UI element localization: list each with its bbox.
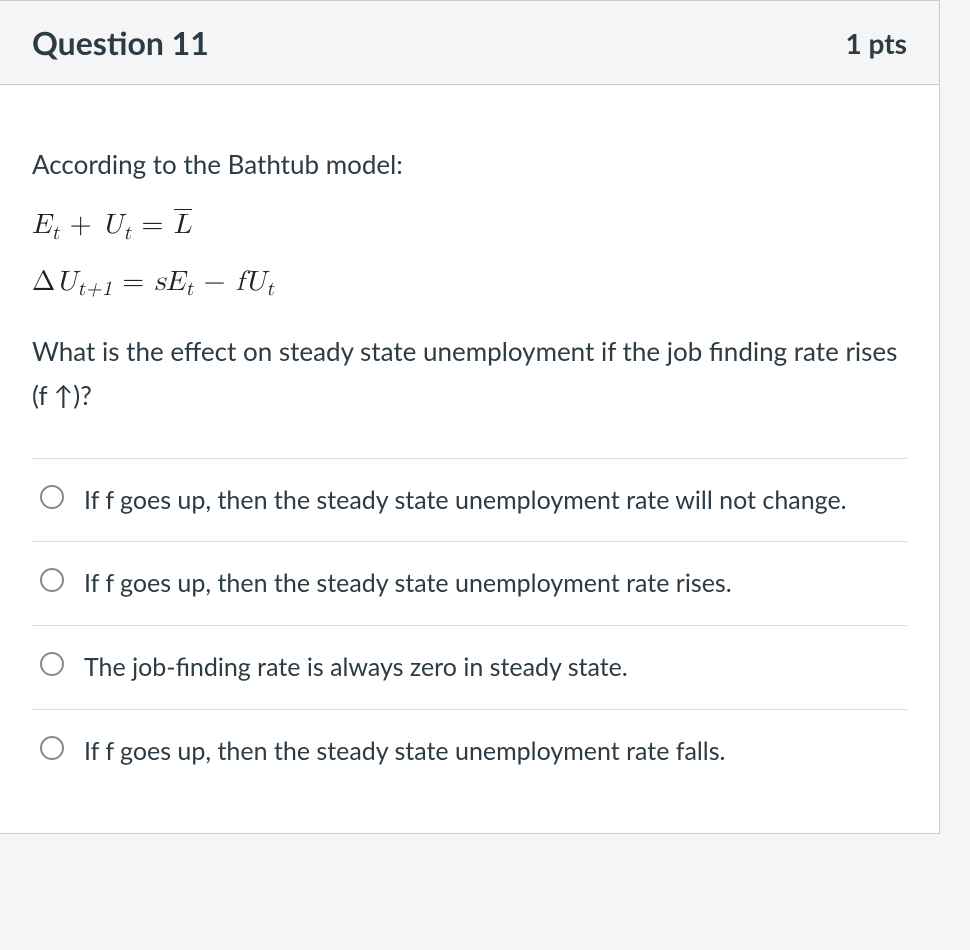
eq1-eq: = <box>132 211 174 239</box>
question-text: What is the effect on steady state unemp… <box>32 329 907 417</box>
eq2-tp1: t+1 <box>77 279 112 299</box>
prompt-intro: According to the Bathtub model: <box>32 145 907 184</box>
eq2-t1: t <box>185 279 193 299</box>
eq1-t1: t <box>52 223 60 243</box>
question-header: Question 11 1 pts <box>0 1 939 85</box>
eq1-t2: t <box>123 223 131 243</box>
eq2-U2: U <box>245 268 267 296</box>
radio-icon[interactable] <box>40 736 64 760</box>
option-2[interactable]: If f goes up, then the steady state unem… <box>32 542 907 626</box>
eq1-Lbar: L <box>174 208 192 242</box>
radio-icon[interactable] <box>40 485 64 509</box>
radio-icon[interactable] <box>40 568 64 592</box>
eq1-plus: + <box>60 211 102 239</box>
question-title: Question 11 <box>32 23 209 62</box>
option-label: If f goes up, then the steady state unem… <box>84 564 732 603</box>
option-1[interactable]: If f goes up, then the steady state unem… <box>32 459 907 543</box>
option-4[interactable]: If f goes up, then the steady state unem… <box>32 710 907 793</box>
equation-1: Et + Ut = L <box>32 208 907 245</box>
equation-2: ΔUt+1 = sEt − fUt <box>32 265 907 302</box>
eq2-eq: = <box>112 268 154 296</box>
eq2-U: U <box>56 268 78 296</box>
radio-icon[interactable] <box>40 652 64 676</box>
eq2-minus: − <box>194 268 236 296</box>
eq1-E: E <box>32 211 52 239</box>
option-3[interactable]: The job-finding rate is always zero in s… <box>32 626 907 710</box>
question-card: Question 11 1 pts According to the Batht… <box>0 0 940 834</box>
eq2-s: s <box>154 268 166 296</box>
eq2-t2: t <box>266 279 274 299</box>
options-list: If f goes up, then the steady state unem… <box>32 458 907 793</box>
option-label: If f goes up, then the steady state unem… <box>84 732 725 771</box>
eq2-E: E <box>166 268 186 296</box>
option-label: If f goes up, then the steady state unem… <box>84 481 847 520</box>
question-body: According to the Bathtub model: Et + Ut … <box>0 85 939 833</box>
eq1-U: U <box>102 211 124 239</box>
option-label: The job-finding rate is always zero in s… <box>84 648 628 687</box>
question-points: 1 pts <box>846 26 907 60</box>
eq2-delta: Δ <box>32 268 56 296</box>
eq2-f: f <box>236 268 245 296</box>
